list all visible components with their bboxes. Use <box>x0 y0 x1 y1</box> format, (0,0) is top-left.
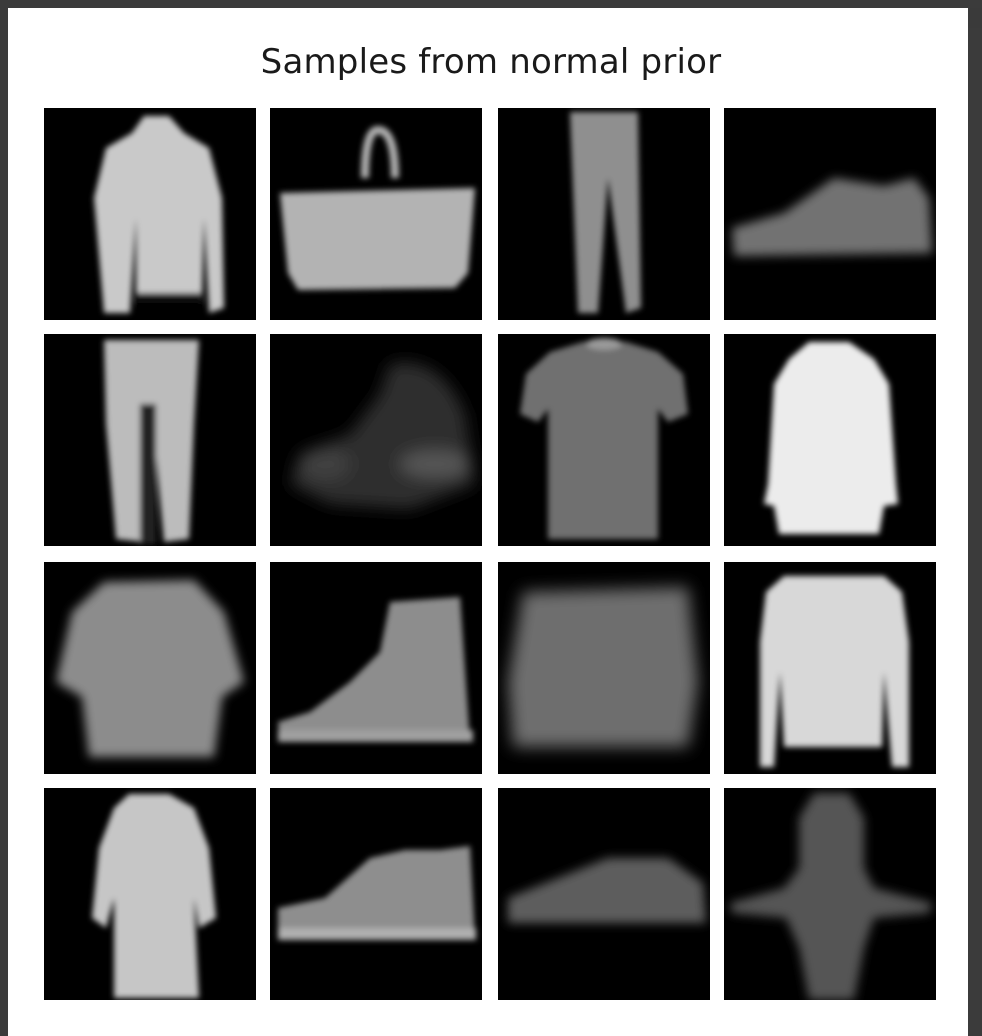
sample-image-trousers-2 <box>44 334 256 546</box>
sample-image-sandal <box>498 788 710 1000</box>
sample-image-ankle-boot <box>270 562 482 774</box>
sample-image-blurry-figure <box>724 788 936 1000</box>
window-left-border <box>0 0 8 1036</box>
sample-image-long-sleeve-top <box>44 108 256 320</box>
sample-image-trousers <box>498 108 710 320</box>
window-right-border <box>968 28 982 1036</box>
sample-image-handbag <box>270 108 482 320</box>
sample-image-blurry-bag <box>270 334 482 546</box>
sample-image-blurry-coat <box>498 562 710 774</box>
figure-title: Samples from normal prior <box>260 42 722 82</box>
sample-image-sneaker <box>724 108 936 320</box>
window-top-border <box>0 0 982 8</box>
sample-image-blurry-shirt <box>44 562 256 774</box>
sample-image-sneaker-2 <box>270 788 482 1000</box>
sample-image-pullover <box>724 334 936 546</box>
sample-image-dress <box>44 788 256 1000</box>
sample-image-t-shirt <box>498 334 710 546</box>
sample-image-long-sleeve-top-2 <box>724 562 936 774</box>
